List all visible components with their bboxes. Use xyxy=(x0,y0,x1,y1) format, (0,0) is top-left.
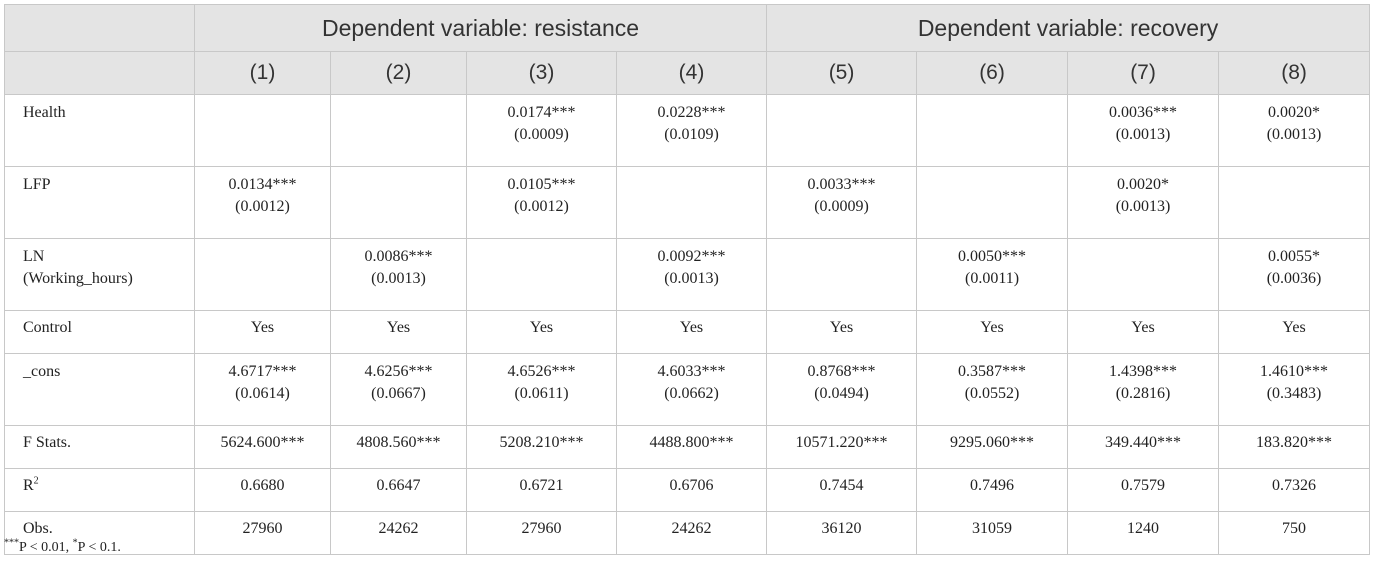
table-cell: 0.0092*** (0.0013) xyxy=(615,238,768,311)
table-cell: 0.0033*** (0.0009) xyxy=(766,166,918,239)
table-cell: 349.440*** xyxy=(1067,425,1220,469)
table-row-cons: _cons 4.6717*** (0.0614) 4.6256*** (0.0667) 4… xyxy=(4,353,1371,426)
table-cell xyxy=(330,166,467,239)
column-header: (4) xyxy=(615,51,768,95)
table-cell: Yes xyxy=(330,310,467,354)
table-row-control: Control Yes Yes Yes Yes Yes Yes Yes Yes xyxy=(4,310,1371,354)
table-cell: Yes xyxy=(766,310,918,354)
table-cell: Yes xyxy=(916,310,1069,354)
table-cell: Yes xyxy=(466,310,617,354)
table-cell: 0.7454 xyxy=(766,468,918,512)
table-cell xyxy=(194,238,331,311)
table-cell: 10571.220*** xyxy=(766,425,918,469)
table-cell xyxy=(330,94,467,167)
table-row-r-squared: R2 0.6680 0.6647 0.6721 0.6706 0.7454 0.7496 0.… xyxy=(4,468,1371,512)
header-group-resistance: Dependent variable: resistance xyxy=(193,4,768,52)
table-cell: 0.3587*** (0.0552) xyxy=(916,353,1069,426)
table-cell: 0.7579 xyxy=(1067,468,1220,512)
table-cell: 0.0228*** (0.0109) xyxy=(615,94,768,167)
table-cell: 0.0050*** (0.0011) xyxy=(916,238,1069,311)
table-cell: 0.7326 xyxy=(1218,468,1371,512)
column-header: (6) xyxy=(916,51,1069,95)
row-label: LN (Working_hours) xyxy=(4,238,195,311)
table-cell: 5208.210*** xyxy=(466,425,617,469)
table-cell: 24262 xyxy=(330,511,467,555)
significance-note: ***P < 0.01, *P < 0.1. xyxy=(4,537,121,555)
table-cell: 0.6647 xyxy=(330,468,467,512)
table-cell: 24262 xyxy=(615,511,768,555)
table-row-health: Health 0.0174*** (0.0009) 0.0228*** (0.0109)… xyxy=(4,94,1371,167)
table-cell: 4.6033*** (0.0662) xyxy=(615,353,768,426)
table-cell: 5624.600*** xyxy=(194,425,331,469)
table-cell xyxy=(766,238,918,311)
table-cell xyxy=(466,238,617,311)
table-cell: 0.0020* (0.0013) xyxy=(1067,166,1220,239)
table-cell: Yes xyxy=(194,310,331,354)
table-cell: 31059 xyxy=(916,511,1069,555)
table-cell: 4.6526*** (0.0611) xyxy=(466,353,617,426)
table-cell: 4808.560*** xyxy=(330,425,467,469)
table-cell xyxy=(194,94,331,167)
row-label: Obs. xyxy=(4,511,195,555)
header-corner-2 xyxy=(4,51,195,95)
regression-table: Dependent variable: resistance Dependent… xyxy=(4,4,1371,555)
row-label: Health xyxy=(4,94,195,167)
table-cell: 0.0134*** (0.0012) xyxy=(194,166,331,239)
table-cell: 1.4398*** (0.2816) xyxy=(1067,353,1220,426)
table-cell xyxy=(615,166,768,239)
table-cell: Yes xyxy=(615,310,768,354)
table-cell: 0.7496 xyxy=(916,468,1069,512)
column-header: (5) xyxy=(766,51,918,95)
table-cell: 0.0020* (0.0013) xyxy=(1218,94,1371,167)
table-cell: 183.820*** xyxy=(1218,425,1371,469)
table-cell xyxy=(1067,238,1220,311)
table-cell: 0.6706 xyxy=(615,468,768,512)
header-corner xyxy=(4,4,195,52)
table-cell: 0.8768*** (0.0494) xyxy=(766,353,918,426)
table-cell xyxy=(766,94,918,167)
table-row-ln-working-hours: LN (Working_hours) 0.0086*** (0.0013) 0.0092… xyxy=(4,238,1371,311)
table-cell: 0.0086*** (0.0013) xyxy=(330,238,467,311)
table-cell: 0.0036*** (0.0013) xyxy=(1067,94,1220,167)
table-cell: 0.6721 xyxy=(466,468,617,512)
table-cell: 27960 xyxy=(194,511,331,555)
row-label: F Stats. xyxy=(4,425,195,469)
table-row-obs: Obs. 27960 24262 27960 24262 36120 31059 1240 75… xyxy=(4,511,1371,555)
table-cell xyxy=(916,166,1069,239)
table-cell: 9295.060*** xyxy=(916,425,1069,469)
column-header: (3) xyxy=(466,51,617,95)
table-cell: 4.6256*** (0.0667) xyxy=(330,353,467,426)
table-cell: 0.0055* (0.0036) xyxy=(1218,238,1371,311)
table-cell: 0.6680 xyxy=(194,468,331,512)
table-row-lfp: LFP 0.0134*** (0.0012) 0.0105*** (0.0012) 0.0… xyxy=(4,166,1371,239)
row-label: LFP xyxy=(4,166,195,239)
table-cell: 1.4610*** (0.3483) xyxy=(1218,353,1371,426)
table-cell: 27960 xyxy=(466,511,617,555)
table-cell: 4.6717*** (0.0614) xyxy=(194,353,331,426)
table-cell xyxy=(1218,166,1371,239)
column-header: (2) xyxy=(330,51,467,95)
table-row-f-stats: F Stats. 5624.600*** 4808.560*** 5208.210**… xyxy=(4,425,1371,469)
table-cell xyxy=(916,94,1069,167)
table-cell: 750 xyxy=(1218,511,1371,555)
column-header: (1) xyxy=(194,51,331,95)
table-cell: 0.0105*** (0.0012) xyxy=(466,166,617,239)
table-cell: Yes xyxy=(1218,310,1371,354)
table-cell: Yes xyxy=(1067,310,1220,354)
column-header: (8) xyxy=(1218,51,1371,95)
table-cell: 4488.800*** xyxy=(615,425,768,469)
column-header: (7) xyxy=(1067,51,1220,95)
table-cell: 36120 xyxy=(766,511,918,555)
row-label: _cons xyxy=(4,353,195,426)
table-cell: 0.0174*** (0.0009) xyxy=(466,94,617,167)
row-label: R2 xyxy=(4,468,195,512)
header-group-recovery: Dependent variable: recovery xyxy=(766,4,1371,52)
table-cell: 1240 xyxy=(1067,511,1220,555)
row-label: Control xyxy=(4,310,195,354)
